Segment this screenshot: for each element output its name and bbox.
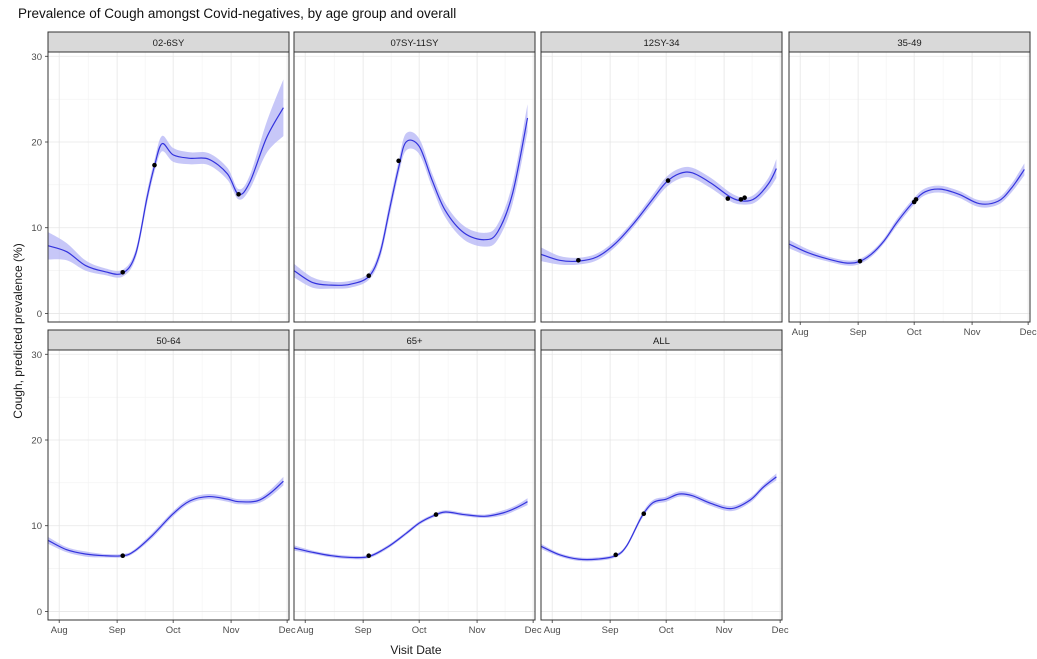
data-point — [641, 511, 647, 517]
x-tick-label: Sep — [850, 327, 867, 338]
panel-12sy-34: 12SY-34 — [540, 31, 783, 323]
series-line — [540, 476, 777, 561]
data-point — [742, 195, 747, 201]
facet-label: 35-49 — [897, 38, 921, 49]
confidence-band — [789, 163, 1025, 266]
data-point — [366, 553, 372, 559]
y-tick-label: 20 — [31, 138, 42, 149]
x-tick-label: Dec — [1020, 327, 1037, 338]
x-tick-label: Sep — [109, 625, 126, 636]
data-point — [152, 162, 157, 168]
confidence-band — [48, 476, 284, 558]
facet-strip — [540, 31, 783, 53]
y-tick-label: 30 — [31, 350, 42, 361]
confidence-band — [294, 498, 528, 560]
x-tick-label: Aug — [51, 625, 68, 636]
x-tick-label: Aug — [544, 625, 561, 636]
panel-65: 65+ Aug Sep Oct Nov Dec — [293, 329, 542, 636]
x-tick-label: Dec — [279, 625, 296, 636]
data-point — [913, 197, 919, 202]
series-line — [47, 107, 284, 275]
panel-background — [48, 350, 289, 620]
confidence-band — [294, 104, 528, 289]
y-tick-label: 30 — [31, 52, 42, 63]
data-point — [120, 269, 126, 275]
data-point — [366, 273, 372, 279]
series-line — [293, 501, 528, 559]
series-line — [293, 117, 529, 286]
data-point — [857, 258, 863, 264]
panel-50-64: 50-64 0 10 20 30 Aug Sep Oct Nov Dec — [31, 329, 296, 636]
facet-label: 12SY-34 — [643, 38, 679, 49]
data-point — [576, 257, 581, 263]
facet-strip — [47, 329, 290, 351]
data-point — [725, 196, 731, 201]
data-point — [433, 512, 439, 517]
facet-label: 50-64 — [156, 336, 180, 347]
data-point — [120, 553, 126, 559]
x-tick-label: Aug — [792, 327, 809, 338]
x-tick-label: Oct — [907, 327, 922, 338]
panel-background — [789, 52, 1030, 322]
panel-02-6sy: 02-6SY 0 10 20 30 — [31, 31, 290, 323]
panel-07sy-11sy: 07SY-11SY — [293, 31, 536, 323]
x-tick-label: Nov — [964, 327, 981, 338]
x-tick-label: Oct — [659, 625, 674, 636]
series-line — [788, 169, 1025, 264]
x-axis-title: Visit Date — [390, 643, 441, 657]
x-tick-label: Sep — [355, 625, 372, 636]
panel-background — [48, 52, 289, 322]
chart-title: Prevalence of Cough amongst Covid-negati… — [18, 6, 457, 21]
y-tick-label: 10 — [31, 521, 42, 532]
panel-background — [294, 350, 535, 620]
data-point — [396, 158, 401, 164]
data-point — [236, 191, 241, 197]
facet-label: 02-6SY — [153, 38, 185, 49]
panel-background — [294, 52, 535, 322]
x-tick-label: Nov — [223, 625, 240, 636]
data-point — [738, 197, 744, 202]
x-tick-label: Nov — [469, 625, 486, 636]
facet-label: 65+ — [406, 336, 423, 347]
facet-strip — [540, 329, 783, 351]
facet-strip — [293, 329, 536, 351]
y-tick-label: 10 — [31, 223, 42, 234]
facet-strip — [293, 31, 536, 53]
confidence-band — [541, 159, 777, 266]
x-tick-label: Aug — [297, 625, 314, 636]
y-tick-label: 0 — [37, 309, 42, 320]
x-tick-label: Dec — [772, 625, 789, 636]
x-tick-label: Nov — [716, 625, 733, 636]
series-line — [540, 168, 777, 263]
data-point — [665, 178, 671, 183]
x-tick-label: Dec — [525, 625, 542, 636]
panel-35-49: 35-49 Aug Sep Oct Nov Dec — [788, 31, 1037, 338]
panel-all: ALL Aug Sep Oct Nov Dec — [540, 329, 789, 636]
data-point — [613, 552, 619, 558]
facet-label: ALL — [653, 336, 670, 347]
confidence-band — [48, 79, 284, 278]
y-axis-title: Cough, predicted prevalence (%) — [11, 243, 25, 418]
x-tick-label: Sep — [602, 625, 619, 636]
y-tick-label: 20 — [31, 436, 42, 447]
facet-strip — [47, 31, 290, 53]
facet-label: 07SY-11SY — [390, 38, 439, 49]
panel-background — [541, 350, 782, 620]
series-line — [47, 480, 284, 557]
y-tick-label: 0 — [37, 607, 42, 618]
x-tick-label: Oct — [166, 625, 181, 636]
x-tick-label: Oct — [412, 625, 427, 636]
facet-strip — [788, 31, 1031, 53]
